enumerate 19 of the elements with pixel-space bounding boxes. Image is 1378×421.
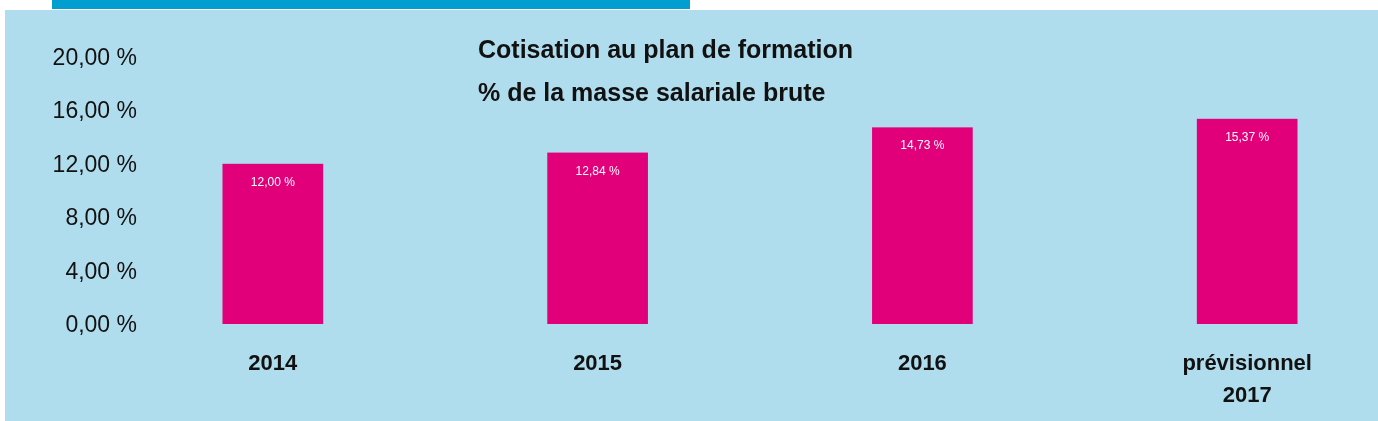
chart-title: Cotisation au plan de formation % de la masse salariale brute [478,35,854,106]
y-tick-label: 8,00 % [65,204,137,231]
y-tick-label: 16,00 % [52,97,137,124]
bar [547,152,648,324]
bar [872,127,973,324]
x-tick-label: 2014 [248,350,299,375]
data-label: 15,37 % [1225,129,1270,144]
data-label: 12,84 % [575,163,620,178]
x-tick-label: 2016 [897,350,947,375]
y-tick-label: 20,00 % [52,44,137,71]
data-label: 14,73 % [900,138,945,153]
y-tick-label: 0,00 % [65,311,137,338]
data-label: 12,00 % [250,174,296,189]
y-tick-label: 4,00 % [65,257,137,284]
bar [1196,118,1298,324]
y-tick-label: 12,00 % [52,150,137,177]
bar [222,163,324,324]
x-tick-label: prévisionnel 2017 [1182,350,1312,407]
x-tick-label: 2015 [573,350,623,375]
